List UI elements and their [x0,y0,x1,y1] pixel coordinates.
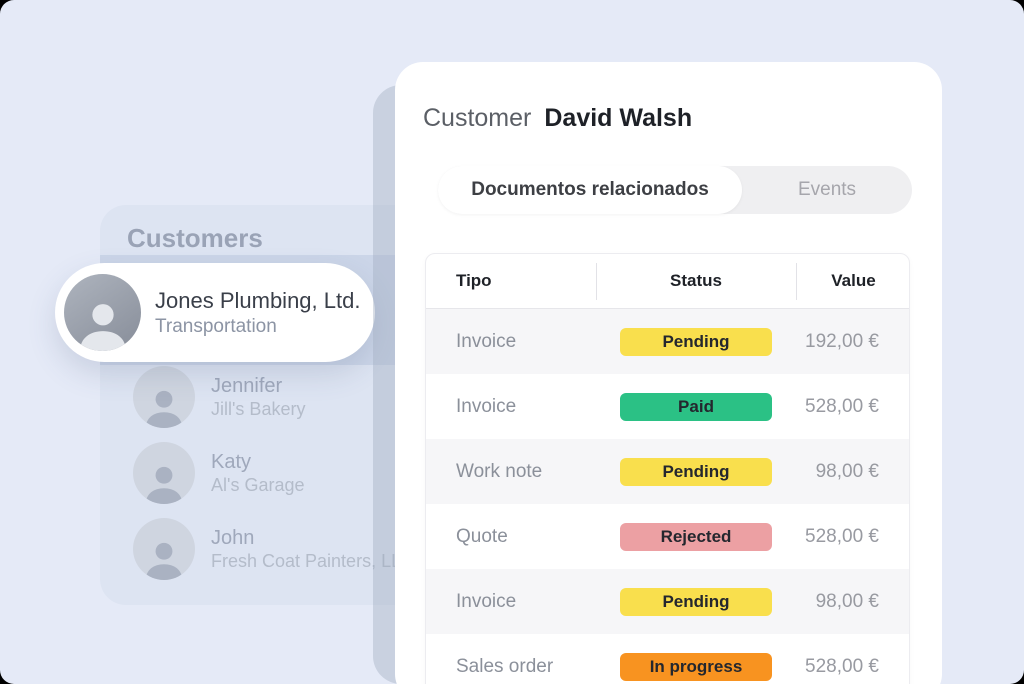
customer-company: Jill's Bakery [211,399,306,419]
table-row[interactable]: Work note Pending 98,00 € [426,439,909,504]
status-badge: Pending [620,327,772,356]
avatar [133,366,195,428]
customer-detail-panel: Customer David Walsh Documentos relacion… [395,62,942,684]
person-icon [145,542,183,580]
tab-bar: Documentos relacionados Events [438,166,912,214]
doc-type: Sales order [456,655,554,677]
documents-table: Tipo Status Value Invoice Pending 192,00… [425,253,910,684]
customer-list-item[interactable]: Jennifer Jill's Bakery [133,366,305,428]
column-header-value: Value [831,271,876,290]
doc-type: Quote [456,525,508,547]
table-row[interactable]: Invoice Paid 528,00 € [426,374,909,439]
status-badge: In progress [620,652,772,681]
selected-customer-category: Transportation [155,315,277,337]
person-icon [145,466,183,504]
avatar [64,274,141,351]
doc-type: Work note [456,460,543,482]
customer-company: Fresh Coat Painters, LL [211,551,402,571]
customer-name: John [211,527,255,549]
doc-value: 98,00 € [815,460,879,482]
customer-list-item[interactable]: Katy Al's Garage [133,442,304,504]
column-divider [796,263,797,300]
customer-company: Al's Garage [211,475,305,495]
customer-name-value: David Walsh [544,104,693,132]
customer-name: Katy [211,451,252,473]
status-badge: Pending [620,587,772,616]
table-row[interactable]: Invoice Pending 192,00 € [426,309,909,374]
customer-label: Customer [423,104,532,132]
status-badge: Paid [620,392,772,421]
table-row[interactable]: Invoice Pending 98,00 € [426,569,909,634]
person-icon [79,304,126,351]
doc-value: 528,00 € [805,525,879,547]
doc-value: 98,00 € [815,590,879,612]
avatar [133,518,195,580]
person-icon [145,390,183,428]
customers-panel-title: Customers [127,223,263,253]
selected-customer-name: Jones Plumbing, Ltd. [155,287,361,313]
avatar [133,442,195,504]
doc-value: 528,00 € [805,655,879,677]
customer-list-item[interactable]: John Fresh Coat Painters, LL [133,518,401,580]
customer-name: Jennifer [211,375,283,397]
column-header-tipo: Tipo [456,271,492,290]
selected-customer-card[interactable]: Jones Plumbing, Ltd. Transportation [55,263,375,362]
status-badge: Rejected [620,522,772,551]
table-header: Tipo Status Value [426,254,909,309]
doc-value: 528,00 € [805,395,879,417]
page-title: Customer David Walsh [423,104,692,133]
status-badge: Pending [620,457,772,486]
table-row[interactable]: Quote Rejected 528,00 € [426,504,909,569]
doc-value: 192,00 € [805,330,879,352]
table-row[interactable]: Sales order In progress 528,00 € [426,634,909,684]
tab-events[interactable]: Events [797,179,857,200]
column-divider [596,263,597,300]
tab-documentos-relacionados[interactable]: Documentos relacionados [438,166,742,214]
doc-type: Invoice [456,590,517,612]
doc-type: Invoice [456,330,517,352]
column-header-status: Status [670,271,722,290]
doc-type: Invoice [456,395,517,417]
